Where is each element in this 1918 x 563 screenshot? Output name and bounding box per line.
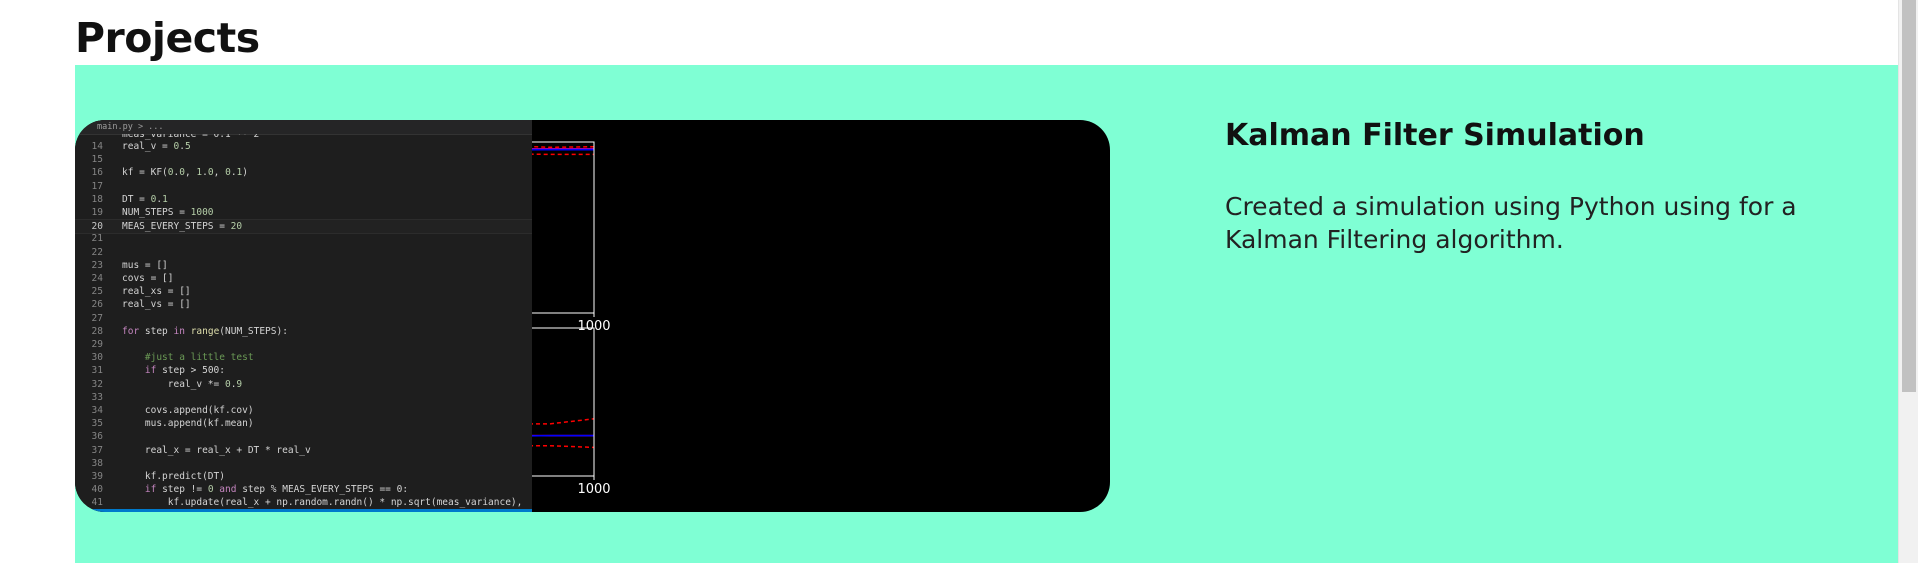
- line-number: 21: [91, 233, 103, 245]
- code-line: 20 MEAS_EVERY_STEPS = 20: [75, 219, 532, 235]
- code-line: 15: [75, 153, 532, 166]
- page-title: Projects: [75, 14, 260, 62]
- project-description: Created a simulation using Python using …: [1225, 192, 1797, 254]
- code-line: 26 real_vs = []: [75, 298, 532, 311]
- code-text: real_v *= 0.9: [122, 378, 243, 390]
- line-number: 27: [91, 312, 103, 324]
- code-line: 17: [75, 180, 532, 193]
- code-text: real_vs = []: [122, 299, 191, 311]
- code-line: 34 covs.append(kf.cov): [75, 404, 532, 417]
- line-number: 34: [91, 405, 103, 416]
- line-number: 18: [91, 193, 103, 205]
- code-line: 27: [75, 312, 532, 325]
- code-editor-panel: main.py > ... meas_variance = 0.1 ** 2 14…: [75, 120, 532, 512]
- code-text: MEAS_EVERY_STEPS = 20: [122, 221, 243, 233]
- code-text: covs = []: [122, 273, 174, 284]
- code-line: 14 real_v = 0.5: [75, 140, 532, 153]
- code-text: mus = []: [122, 259, 168, 271]
- project-screenshot[interactable]: main.py > ... meas_variance = 0.1 ** 2 14…: [75, 120, 1110, 512]
- line-number: 35: [91, 418, 103, 430]
- project-title: Kalman Filter Simulation: [1225, 118, 1645, 153]
- line-number: 23: [91, 259, 103, 271]
- code-text: DT = 0.1: [122, 193, 168, 205]
- line-number: 25: [91, 286, 103, 298]
- code-text: #just a little test: [122, 352, 254, 364]
- code-line: 19 NUM_STEPS = 1000: [75, 206, 532, 219]
- code-line: 36: [75, 430, 532, 443]
- code-line: 28 for step in range(NUM_STEPS):: [75, 325, 532, 338]
- code-line: 25 real_xs = []: [75, 285, 532, 298]
- series-line-estimate-sigma: [532, 153, 594, 156]
- line-number: 39: [91, 471, 103, 482]
- code-line: 22: [75, 246, 532, 259]
- plot-panel: Position0200400600800100001020Velocity02…: [532, 120, 1110, 512]
- code-line: 24 covs = []: [75, 272, 532, 285]
- line-number: 28: [91, 325, 103, 337]
- line-number: 22: [91, 246, 103, 258]
- code-text: covs.append(kf.cov): [122, 405, 254, 416]
- series-line-estimate-sigma: [532, 145, 595, 149]
- code-text: if step != 0 and step % MEAS_EVERY_STEPS…: [144, 484, 409, 496]
- code-text: real_xs = []: [122, 286, 191, 298]
- line-number: 29: [91, 339, 103, 350]
- line-number: 37: [91, 444, 103, 456]
- line-number: 15: [91, 154, 103, 166]
- line-number: 19: [91, 207, 103, 218]
- code-line: 30 #just a little test: [75, 351, 532, 364]
- line-number: 16: [91, 167, 103, 179]
- code-line: 18 DT = 0.1: [75, 193, 532, 206]
- code-line: 16 kf = KF(0.0, 1.0, 0.1): [75, 166, 532, 179]
- code-line: 21: [75, 232, 532, 245]
- plot-figure: Position0200400600800100001020Velocity02…: [532, 141, 611, 497]
- code-line: 37 real_x = real_x + DT * real_v: [75, 444, 532, 457]
- code-text: NUM_STEPS = 1000: [122, 207, 214, 218]
- series-line-upper-bound: [532, 418, 595, 425]
- code-text: kf.predict(DT): [122, 471, 225, 482]
- line-number: 41: [91, 497, 103, 509]
- scrollbar-thumb[interactable]: [1902, 0, 1916, 392]
- code-line: 23 mus = []: [75, 259, 532, 272]
- code-line: 31 if step > 500:: [75, 364, 532, 377]
- x-tick-label: 1000: [577, 482, 610, 497]
- code-line: 33: [75, 391, 532, 404]
- axes-frame: [532, 327, 595, 477]
- code-line: 32 real_v *= 0.9: [75, 378, 532, 391]
- code-line: meas_variance = 0.1 ** 2: [122, 134, 260, 140]
- code-text: kf = KF(0.0, 1.0, 0.1): [122, 167, 249, 179]
- axes-frame: [532, 141, 595, 314]
- editor-tab-label: main.py > ...: [75, 120, 532, 135]
- series-line-real: [532, 434, 594, 437]
- code-text: real_x = real_x + DT * real_v: [122, 444, 311, 456]
- code-text: for step in range(NUM_STEPS):: [122, 325, 288, 337]
- code-line: 41 kf.update(real_x + np.random.randn() …: [75, 496, 532, 509]
- series-line-real: [532, 148, 594, 150]
- line-number: 24: [91, 273, 103, 284]
- line-number: 32: [91, 378, 103, 390]
- line-number: 31: [91, 365, 103, 377]
- code-line: 39 kf.predict(DT): [75, 470, 532, 483]
- line-number: 40: [91, 484, 103, 496]
- code-line: 35 mus.append(kf.mean): [75, 417, 532, 430]
- code-area: meas_variance = 0.1 ** 2 14 real_v = 0.5 15…: [75, 134, 532, 509]
- line-number: 30: [91, 352, 103, 364]
- code-text: mus.append(kf.mean): [122, 418, 254, 430]
- code-line: 38: [75, 457, 532, 470]
- code-text: kf.update(real_x + np.random.randn() * n…: [122, 497, 523, 509]
- line-number: 20: [91, 221, 103, 233]
- code-line: 29: [75, 338, 532, 351]
- code-text: if step > 500:: [144, 365, 225, 377]
- line-number: 36: [91, 431, 103, 443]
- x-tick-label: 1000: [577, 319, 610, 334]
- line-number: 33: [91, 391, 103, 403]
- code-line: 40 if step != 0 and step % MEAS_EVERY_ST…: [75, 483, 532, 496]
- line-number: 14: [91, 141, 103, 152]
- line-number: 26: [91, 299, 103, 311]
- series-line-estimate: [532, 148, 594, 151]
- line-number: 38: [91, 457, 103, 469]
- series-line-estimate: [532, 434, 594, 437]
- code-text: real_v = 0.5: [122, 141, 191, 152]
- editor-status-bar: [75, 509, 532, 512]
- line-number: 17: [91, 180, 103, 192]
